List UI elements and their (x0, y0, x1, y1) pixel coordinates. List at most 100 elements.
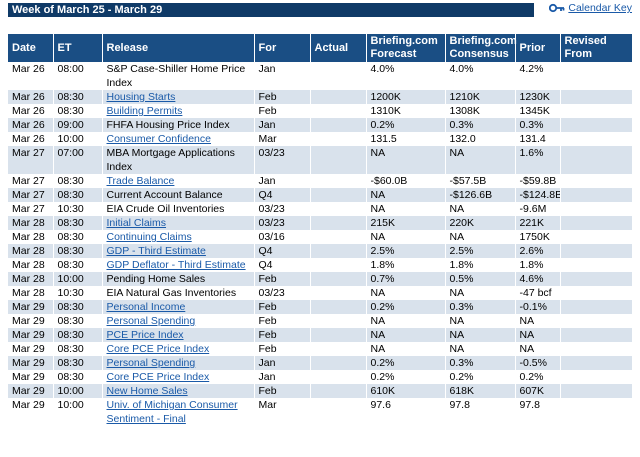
cell-date: Mar 26 (8, 62, 54, 90)
release-link[interactable]: PCE Price Index (106, 329, 184, 341)
cell-date: Mar 28 (8, 286, 54, 300)
table-row: Mar 28 08:30 GDP Deflator - Third Estimate… (8, 258, 633, 272)
cell-prior: 4.2% (515, 62, 561, 90)
cell-prior: 1.8% (515, 258, 561, 272)
cell-for: 03/23 (254, 216, 311, 230)
table-row: Mar 29 08:30 Personal Income Feb 0.2% 0.3% -0.… (8, 300, 633, 314)
cell-for: 03/23 (254, 202, 311, 216)
cell-date: Mar 27 (8, 174, 54, 188)
release-link[interactable]: Core PCE Price Index (106, 371, 210, 383)
cell-date: Mar 29 (8, 356, 54, 370)
cell-et: 08:30 (53, 104, 103, 118)
cell-actual (310, 90, 367, 104)
cell-for: Mar (254, 132, 311, 146)
cell-actual (310, 146, 367, 174)
cell-prior: NA (515, 314, 561, 328)
table-row: Mar 26 10:00 Consumer Confidence Mar 131.5 13… (8, 132, 633, 146)
cell-actual (310, 384, 367, 398)
cell-revised (560, 328, 633, 342)
release-link[interactable]: Continuing Claims (106, 231, 192, 243)
cell-consensus: NA (445, 286, 516, 300)
cell-release: Core PCE Price Index (102, 370, 255, 384)
release-link[interactable]: Core PCE Price Index (106, 343, 210, 355)
cell-actual (310, 118, 367, 132)
release-link[interactable]: Building Permits (106, 105, 183, 117)
cell-consensus: 1.8% (445, 258, 516, 272)
cell-for: Feb (254, 314, 311, 328)
cell-actual (310, 342, 367, 356)
cell-release: Trade Balance (102, 174, 255, 188)
cell-for: Jan (254, 174, 311, 188)
release-link[interactable]: New Home Sales (106, 385, 188, 397)
cell-release: Current Account Balance (102, 188, 255, 202)
cell-date: Mar 29 (8, 342, 54, 356)
cell-for: 03/23 (254, 146, 311, 174)
cell-prior: -0.1% (515, 300, 561, 314)
cell-actual (310, 188, 367, 202)
cell-for: 03/23 (254, 286, 311, 300)
cell-forecast: NA (366, 328, 446, 342)
cell-release: Personal Spending (102, 356, 255, 370)
cell-prior: -$59.8B (515, 174, 561, 188)
release-link[interactable]: Consumer Confidence (106, 133, 211, 145)
col-release: Release (102, 34, 255, 62)
cell-actual (310, 286, 367, 300)
release-link[interactable]: Personal Spending (106, 315, 196, 327)
cell-actual (310, 62, 367, 90)
cell-release: Personal Income (102, 300, 255, 314)
cell-for: Feb (254, 300, 311, 314)
calendar-key-label[interactable]: Calendar Key (568, 2, 632, 14)
cell-prior: 1750K (515, 230, 561, 244)
cell-for: Feb (254, 342, 311, 356)
economic-calendar-table: Date ET Release For Actual Briefing.com … (8, 34, 633, 426)
cell-prior: -0.5% (515, 356, 561, 370)
release-link[interactable]: Personal Income (106, 301, 186, 313)
cell-date: Mar 26 (8, 118, 54, 132)
release-link[interactable]: Housing Starts (106, 91, 176, 103)
release-link[interactable]: Univ. of Michigan Consumer Sentiment - F… (106, 399, 238, 425)
cell-prior: NA (515, 342, 561, 356)
cell-et: 08:30 (53, 314, 103, 328)
cell-revised (560, 132, 633, 146)
cell-forecast: 4.0% (366, 62, 446, 90)
table-row: Mar 28 10:00 Pending Home Sales Feb 0.7% 0.5%… (8, 272, 633, 286)
cell-release: Core PCE Price Index (102, 342, 255, 356)
cell-for: Feb (254, 328, 311, 342)
cell-date: Mar 26 (8, 104, 54, 118)
cell-et: 10:00 (53, 132, 103, 146)
release-link[interactable]: GDP Deflator - Third Estimate (106, 259, 246, 271)
cell-et: 08:30 (53, 216, 103, 230)
cell-consensus: NA (445, 230, 516, 244)
cell-forecast: NA (366, 202, 446, 216)
release-link[interactable]: Initial Claims (106, 217, 167, 229)
release-link[interactable]: GDP - Third Estimate (106, 245, 206, 257)
cell-consensus: 4.0% (445, 62, 516, 90)
cell-date: Mar 26 (8, 132, 54, 146)
cell-date: Mar 29 (8, 398, 54, 426)
cell-et: 09:00 (53, 118, 103, 132)
col-revised: Revised From (560, 34, 633, 62)
cell-revised (560, 272, 633, 286)
cell-actual (310, 356, 367, 370)
cell-forecast: NA (366, 342, 446, 356)
cell-revised (560, 202, 633, 216)
col-prior: Prior (515, 34, 561, 62)
cell-for: Jan (254, 356, 311, 370)
table-row: Mar 29 08:30 Core PCE Price Index Feb NA NA NA (8, 342, 633, 356)
cell-consensus: 1308K (445, 104, 516, 118)
cell-consensus: NA (445, 328, 516, 342)
cell-consensus: 2.5% (445, 244, 516, 258)
cell-consensus: 1210K (445, 90, 516, 104)
table-row: Mar 27 08:30 Current Account Balance Q4 NA -$… (8, 188, 633, 202)
release-link[interactable]: Trade Balance (106, 175, 175, 187)
cell-prior: -$124.8B (515, 188, 561, 202)
cell-et: 10:30 (53, 202, 103, 216)
cell-forecast: 2.5% (366, 244, 446, 258)
cell-et: 08:30 (53, 174, 103, 188)
cell-release: EIA Crude Oil Inventories (102, 202, 255, 216)
cell-consensus: NA (445, 202, 516, 216)
release-link[interactable]: Personal Spending (106, 357, 196, 369)
cell-release: Consumer Confidence (102, 132, 255, 146)
cell-et: 08:30 (53, 370, 103, 384)
calendar-key-link[interactable]: Calendar Key (549, 2, 632, 14)
